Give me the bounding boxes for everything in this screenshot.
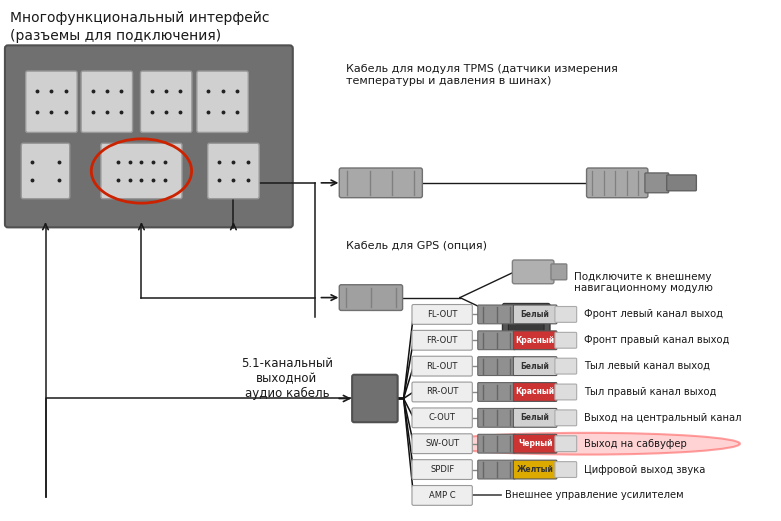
FancyBboxPatch shape xyxy=(101,143,182,199)
Text: Выход на центральный канал: Выход на центральный канал xyxy=(583,413,741,423)
Text: Цифровой выход звука: Цифровой выход звука xyxy=(583,465,705,475)
FancyBboxPatch shape xyxy=(197,71,248,132)
FancyBboxPatch shape xyxy=(208,143,259,199)
FancyBboxPatch shape xyxy=(339,168,423,197)
FancyBboxPatch shape xyxy=(645,173,669,193)
Text: Белый: Белый xyxy=(521,413,550,423)
FancyBboxPatch shape xyxy=(412,382,473,402)
FancyBboxPatch shape xyxy=(478,460,515,479)
FancyBboxPatch shape xyxy=(512,260,554,284)
FancyBboxPatch shape xyxy=(513,460,557,479)
FancyBboxPatch shape xyxy=(5,45,293,227)
Text: Фронт левый канал выход: Фронт левый канал выход xyxy=(583,309,722,319)
Text: Выход на сабвуфер: Выход на сабвуфер xyxy=(583,439,686,449)
Text: Тыл правый канал выход: Тыл правый канал выход xyxy=(583,387,716,397)
FancyBboxPatch shape xyxy=(513,382,557,401)
FancyBboxPatch shape xyxy=(352,375,398,422)
FancyBboxPatch shape xyxy=(81,71,133,132)
FancyBboxPatch shape xyxy=(551,264,567,280)
FancyBboxPatch shape xyxy=(412,434,473,454)
Text: Белый: Белый xyxy=(521,362,550,370)
FancyBboxPatch shape xyxy=(667,175,697,191)
Text: SW-OUT: SW-OUT xyxy=(425,439,459,448)
FancyBboxPatch shape xyxy=(412,330,473,350)
FancyBboxPatch shape xyxy=(478,305,515,324)
FancyBboxPatch shape xyxy=(339,285,402,311)
Text: RR-OUT: RR-OUT xyxy=(426,388,458,396)
FancyBboxPatch shape xyxy=(412,356,473,376)
Text: Кабель для GPS (опция): Кабель для GPS (опция) xyxy=(346,240,487,250)
Text: Внешнее управление усилителем: Внешнее управление усилителем xyxy=(505,490,684,501)
FancyBboxPatch shape xyxy=(412,408,473,428)
Text: Многофункциональный интерфейс: Многофункциональный интерфейс xyxy=(10,11,269,24)
FancyBboxPatch shape xyxy=(141,71,192,132)
FancyBboxPatch shape xyxy=(508,308,544,340)
Text: 5.1-канальный
выходной
аудио кабель: 5.1-канальный выходной аудио кабель xyxy=(241,357,333,400)
FancyBboxPatch shape xyxy=(412,460,473,479)
FancyBboxPatch shape xyxy=(555,384,576,400)
Text: Желтый: Желтый xyxy=(517,465,554,474)
FancyBboxPatch shape xyxy=(478,408,515,427)
Text: Подключите к внешнему
навигационному модулю: Подключите к внешнему навигационному мод… xyxy=(574,272,712,293)
FancyBboxPatch shape xyxy=(478,435,515,453)
Text: Черный: Черный xyxy=(518,439,552,448)
FancyBboxPatch shape xyxy=(478,382,515,401)
FancyBboxPatch shape xyxy=(513,331,557,350)
Text: Фронт правый канал выход: Фронт правый канал выход xyxy=(583,336,729,345)
FancyBboxPatch shape xyxy=(555,358,576,374)
FancyBboxPatch shape xyxy=(513,305,557,324)
FancyBboxPatch shape xyxy=(513,435,557,453)
FancyBboxPatch shape xyxy=(412,304,473,324)
Text: FL-OUT: FL-OUT xyxy=(427,310,458,319)
Text: RL-OUT: RL-OUT xyxy=(426,362,458,370)
FancyBboxPatch shape xyxy=(555,306,576,322)
Text: SPDIF: SPDIF xyxy=(430,465,455,474)
FancyBboxPatch shape xyxy=(26,71,77,132)
FancyBboxPatch shape xyxy=(513,357,557,376)
Text: (разъемы для подключения): (разъемы для подключения) xyxy=(10,29,221,43)
FancyBboxPatch shape xyxy=(555,462,576,477)
FancyBboxPatch shape xyxy=(513,408,557,427)
Text: Красный: Красный xyxy=(515,388,555,396)
FancyBboxPatch shape xyxy=(587,168,648,197)
Text: C-OUT: C-OUT xyxy=(429,413,455,423)
Ellipse shape xyxy=(433,433,740,455)
Text: FR-OUT: FR-OUT xyxy=(426,336,458,345)
FancyBboxPatch shape xyxy=(21,143,70,199)
Text: Тыл левый канал выход: Тыл левый канал выход xyxy=(583,361,710,371)
FancyBboxPatch shape xyxy=(555,332,576,348)
FancyBboxPatch shape xyxy=(502,304,550,345)
FancyBboxPatch shape xyxy=(555,410,576,426)
Text: Белый: Белый xyxy=(521,310,550,319)
Text: Кабель для модуля TPMS (датчики измерения
температуры и давления в шинах): Кабель для модуля TPMS (датчики измерени… xyxy=(346,64,618,86)
FancyBboxPatch shape xyxy=(412,486,473,505)
Text: AMP C: AMP C xyxy=(429,491,455,500)
FancyBboxPatch shape xyxy=(478,331,515,350)
Text: Красный: Красный xyxy=(515,336,555,345)
FancyBboxPatch shape xyxy=(478,357,515,376)
FancyBboxPatch shape xyxy=(555,436,576,452)
